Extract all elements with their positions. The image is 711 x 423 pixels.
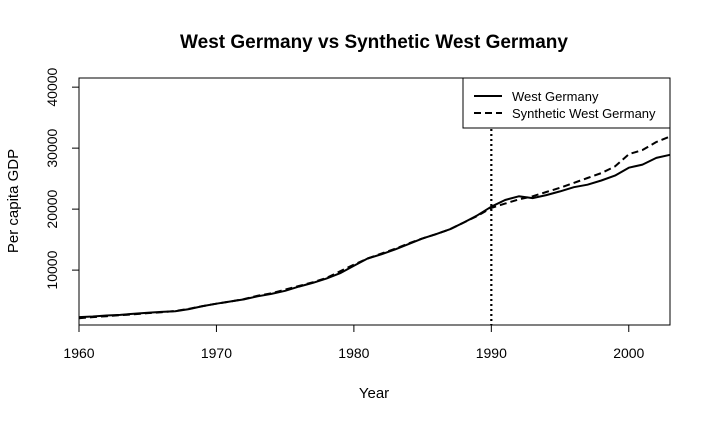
legend: West Germany Synthetic West Germany (462, 77, 671, 129)
y-tick-label: 20000 (44, 189, 60, 228)
x-tick-label: 1990 (476, 345, 507, 361)
series-line-west-germany (78, 153, 671, 319)
y-tick-label: 10000 (44, 250, 60, 289)
x-tick-label: 2000 (613, 345, 644, 361)
legend-box (462, 77, 671, 129)
series-layer (78, 135, 671, 320)
plot-frame (78, 77, 671, 326)
x-axis: 1960 1970 1980 1990 2000 (63, 325, 645, 361)
y-tick-label: 40000 (44, 67, 60, 106)
x-tick-label: 1980 (338, 345, 369, 361)
y-axis-label: Per capita GDP (5, 149, 22, 253)
legend-label-west-germany: West Germany (512, 89, 599, 104)
x-tick-label: 1970 (201, 345, 232, 361)
x-tick-label: 1960 (63, 345, 94, 361)
legend-label-synthetic-west-germany: Synthetic West Germany (512, 106, 656, 121)
chart-title: West Germany vs Synthetic West Germany (180, 32, 568, 53)
y-tick-label: 30000 (44, 128, 60, 167)
series-line-synthetic-west-germany (78, 135, 671, 320)
y-axis: 10000 20000 30000 40000 (44, 67, 79, 290)
x-axis-label: Year (359, 385, 389, 402)
